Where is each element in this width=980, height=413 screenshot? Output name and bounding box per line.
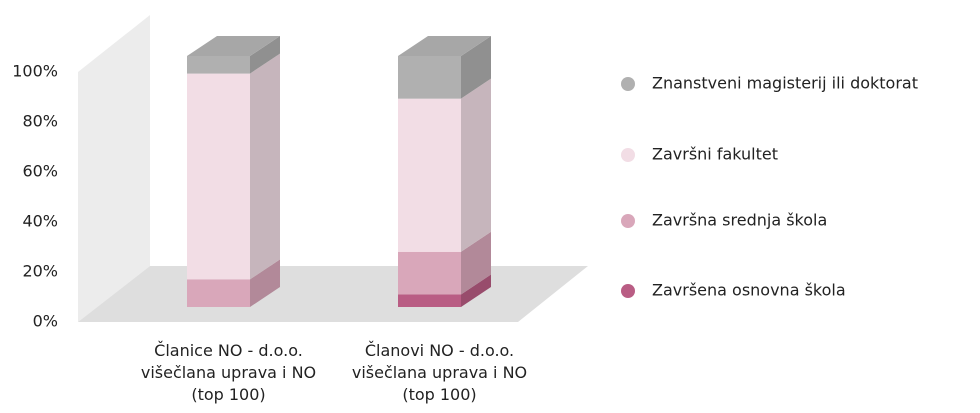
y-tick-label: 80% xyxy=(22,112,58,131)
y-tick-label: 40% xyxy=(22,212,58,231)
legend-swatch xyxy=(621,214,635,228)
bar-segment xyxy=(187,279,250,307)
y-tick-label: 0% xyxy=(33,312,58,331)
x-tick-label: Članovi NO - d.o.o. višečlana uprava i N… xyxy=(351,341,528,404)
bar-side xyxy=(250,259,280,307)
legend-swatch xyxy=(621,77,635,91)
legend-swatch xyxy=(621,284,635,298)
bar-segment xyxy=(398,98,461,252)
bar-top xyxy=(398,36,491,56)
bar-segment xyxy=(398,251,461,295)
bar-segment xyxy=(398,56,461,99)
y-tick-label: 20% xyxy=(22,262,58,281)
bar-side xyxy=(461,36,491,99)
x-tick-label: Članice NO - d.o.o. višečlana uprava i N… xyxy=(140,341,317,404)
legend-label: Znanstveni magisterij ili doktorat xyxy=(652,74,918,93)
bar-segment xyxy=(187,56,250,74)
bar-side xyxy=(461,231,491,295)
legend-label: Završena osnovna škola xyxy=(652,281,846,300)
bar-segment xyxy=(187,73,250,280)
floor xyxy=(78,266,588,322)
bar-top xyxy=(187,36,280,56)
legend-label: Završni fakultet xyxy=(652,145,778,164)
y-tick-label: 60% xyxy=(22,162,58,181)
bar-side xyxy=(461,78,491,252)
bar-side xyxy=(250,53,280,280)
bar-segment xyxy=(398,294,461,307)
legend-swatch xyxy=(621,148,635,162)
legend-label: Završna srednja škola xyxy=(652,211,827,230)
bar-side xyxy=(461,274,491,307)
back-wall xyxy=(78,15,150,322)
y-tick-label: 100% xyxy=(12,62,58,81)
bar-side xyxy=(250,36,280,74)
